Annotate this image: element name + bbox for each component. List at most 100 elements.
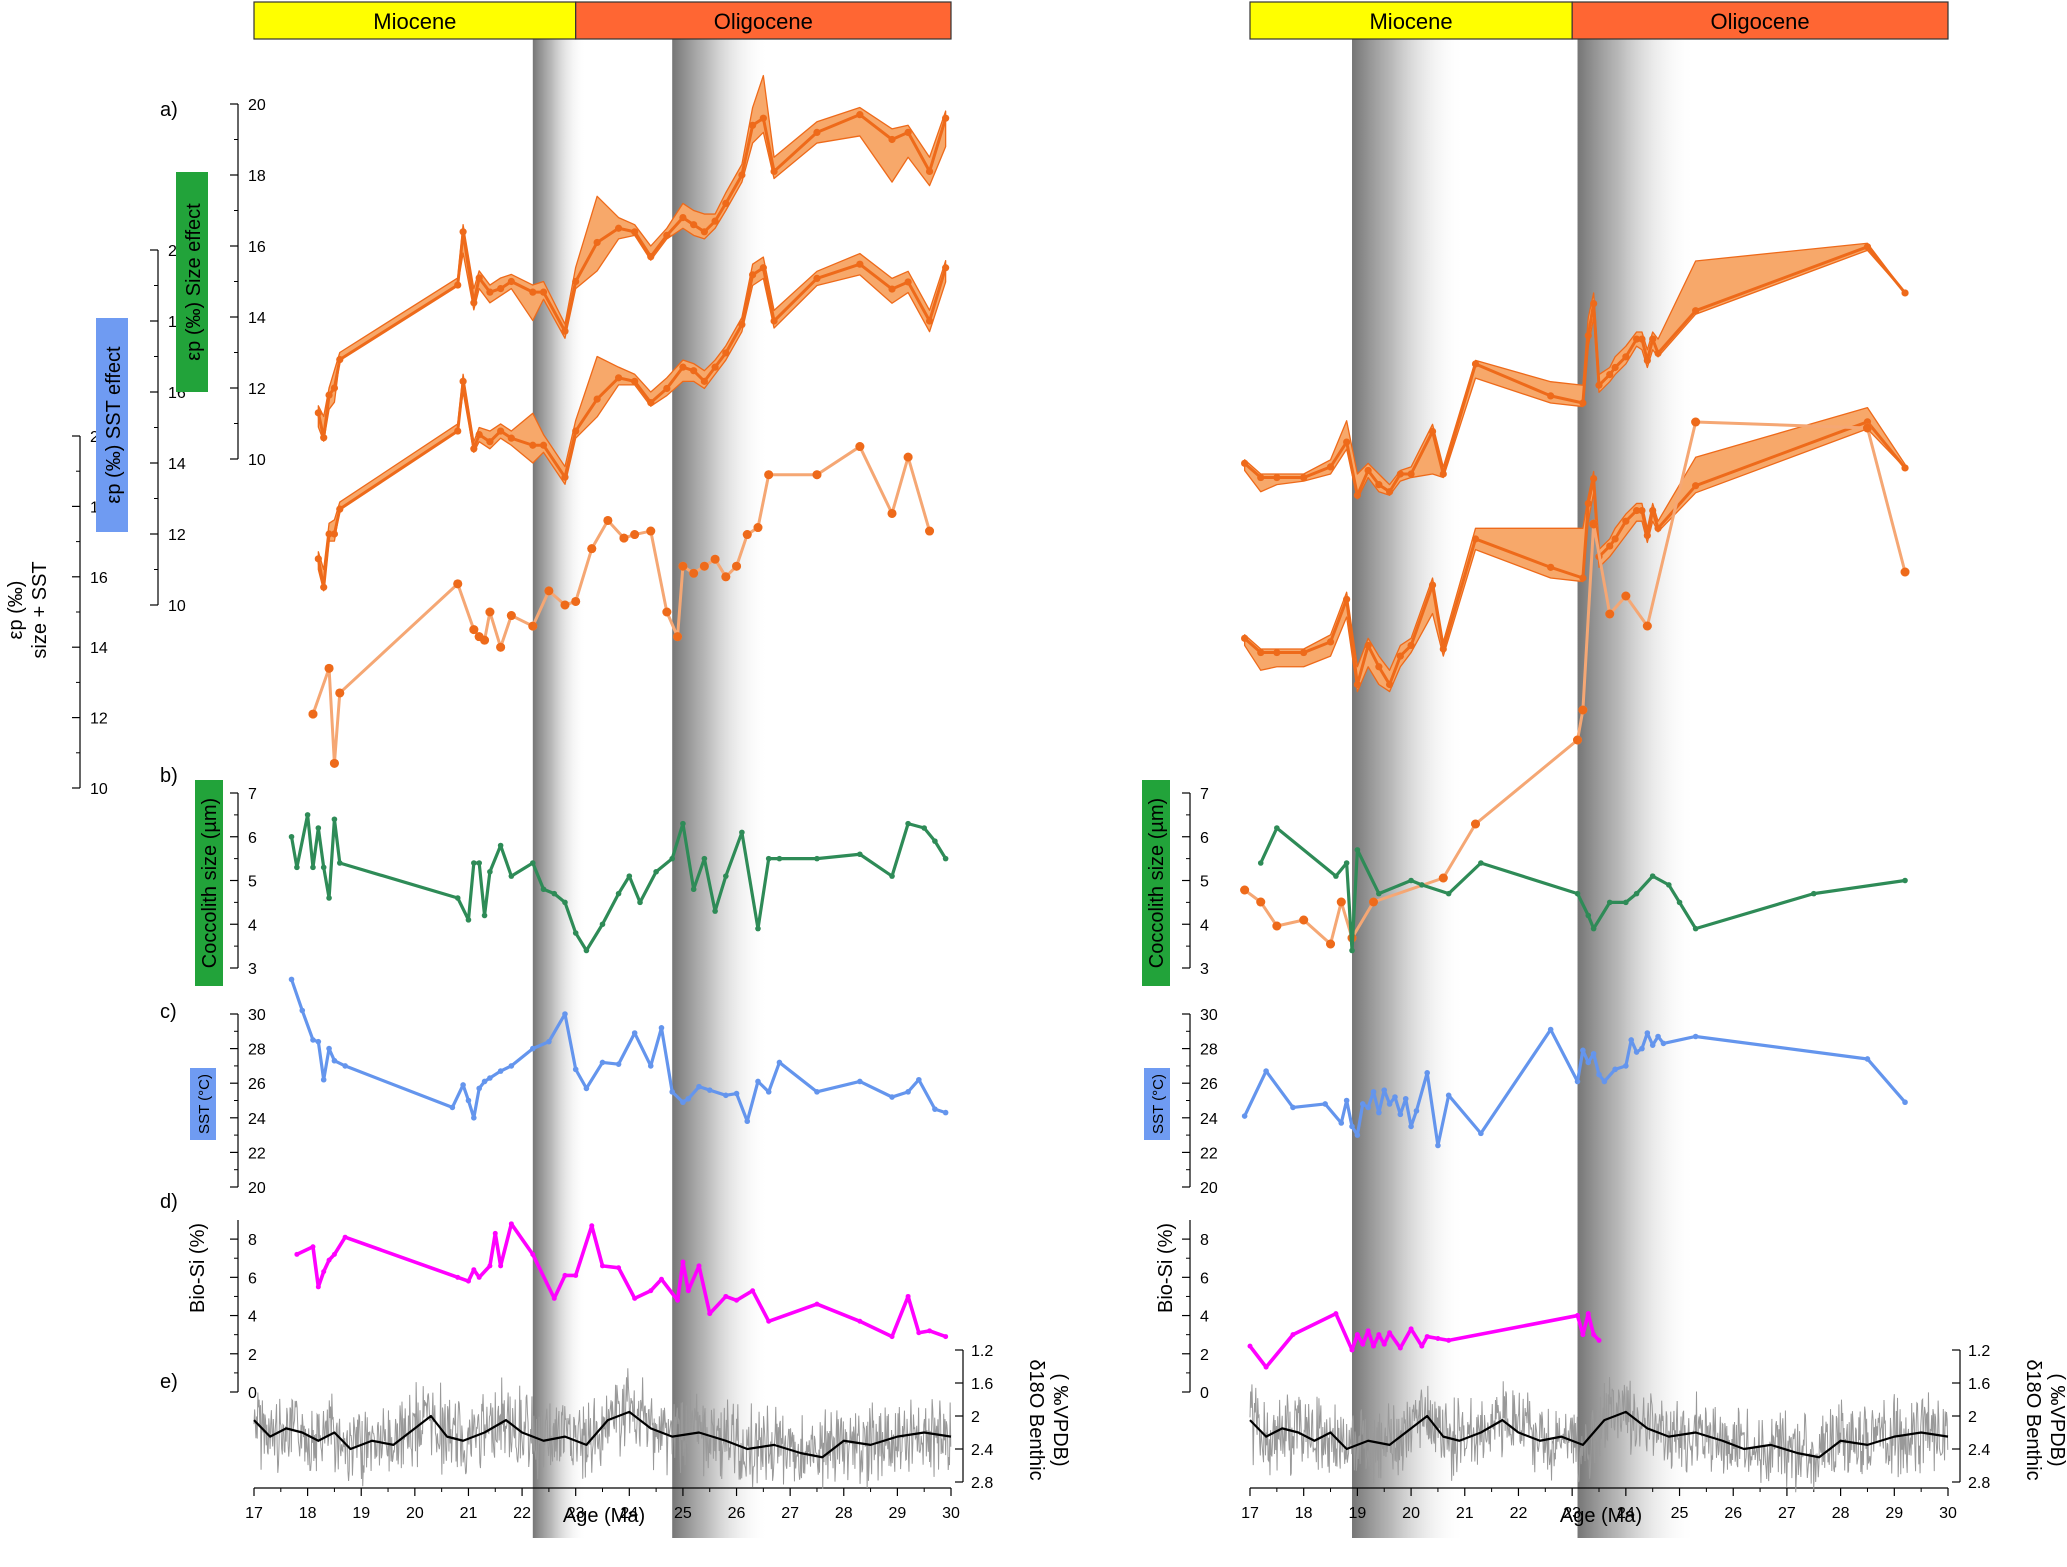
right-sst-point-25 [1580,1047,1586,1054]
left-size_effect-point-7 [470,299,478,307]
panel-label-e: e) [160,1371,178,1393]
right-sst-point-24 [1574,1078,1581,1085]
left-bio_si-point-4 [326,1257,332,1263]
right-size_plus_sst-point-core-12 [1589,519,1599,529]
left-bio_si-point-18 [573,1272,579,1278]
left-size_plus_sst-point-core-19 [646,526,656,536]
sst-label-box-left [190,1068,216,1140]
right-bio_si-point-10 [1381,1341,1387,1347]
left-bio_si-point-27 [685,1288,691,1294]
right-coccolith_size-point-12 [1585,912,1592,919]
right-sst_effect-point-4 [1326,638,1335,646]
right-sst_effect-point-9 [1386,680,1394,689]
left-coccolith_size-point-24 [615,890,622,897]
right-size_effect-point-21 [1611,363,1619,372]
left-sst-y-tick-label-20: 20 [248,1180,266,1197]
left-bio_si-point-0 [294,1251,300,1257]
right-size_plus_sst-point-core-7 [1368,897,1378,907]
left-bio_si-point-40 [943,1334,949,1340]
left-size_effect-y-tick-label-10: 10 [248,452,266,469]
left-sst-point-14 [487,1075,493,1081]
left-size_effect-point-17 [614,224,623,232]
right-sst-point-37 [1655,1033,1661,1040]
sst-effect-label: εp (‰) SST effect [103,346,125,504]
left-size_effect-point-8 [475,274,483,282]
right-size_effect-point-10 [1396,470,1404,478]
right-epoch-label-1: Oligocene [1711,9,1810,34]
left-bio_si-y-tick-label-8: 8 [248,1232,257,1249]
left-coccolith_size-point-3 [310,864,316,871]
left-coccolith_size-point-10 [465,917,472,923]
right-size_effect-uncertainty-band [1243,242,1906,500]
right-sst-point-34 [1639,1045,1645,1052]
right-sst-point-0 [1241,1113,1248,1119]
right-size_effect-point-6 [1353,491,1361,499]
right-sst_effect-point-3 [1300,648,1308,657]
right-sst-y-tick-label-22: 22 [1200,1145,1218,1162]
right-coccolith_size-point-13 [1590,925,1597,932]
left-bio_si-point-16 [551,1295,557,1301]
left-x-tick-label-27: 27 [781,1505,799,1522]
left-coccolith_size-point-21 [572,930,579,936]
left-size_plus_sst-point-core-24 [699,561,709,571]
right-coccolith_size-point-18 [1666,882,1672,888]
left-sst-point-10 [465,1097,472,1104]
right-sst-point-12 [1381,1087,1388,1093]
coccolith-label-box-right [1142,780,1170,986]
left-sst_effect-y-tick-label-14: 14 [168,456,186,473]
left-size_plus_sst-point-core-30 [764,470,774,480]
right-sst-line [1243,1027,1907,1148]
left-size_plus_sst-point-core-7 [480,635,490,645]
left-sst_effect-point-35 [942,264,950,272]
right-sst-point-28 [1596,1071,1602,1078]
right-sst-point-3 [1322,1101,1328,1107]
left-size_effect-point-24 [711,217,719,225]
right-size_effect-point-22 [1622,353,1630,361]
right-d18o-tick-label-2.8: 2.8 [1968,1475,1990,1492]
right-size_effect-point-0 [1241,459,1249,467]
left-bio_si-point-11 [487,1263,493,1269]
right-sst_effect-point-12 [1428,581,1437,589]
right-coccolith_size-point-15 [1623,899,1629,906]
left-size_effect-point-31 [856,111,864,119]
left-bio_si-point-31 [734,1297,740,1303]
right-sst-point-29 [1601,1078,1608,1085]
left-sst-point-7 [342,1063,348,1069]
left-size_effect-point-30 [813,128,821,136]
right-shaded-interval-0 [1352,32,1465,1538]
right-bio_si-point-19 [1580,1332,1586,1338]
right-coccolith_size-point-14 [1606,899,1613,906]
right-coccolith_size-point-6 [1376,890,1382,897]
right-sst_effect-point-28 [1692,482,1700,490]
left-bio_si-point-7 [455,1274,461,1280]
left-coccolith_size-point-41 [905,820,911,827]
right-size_plus_sst-point-core-8 [1438,873,1448,883]
left-coccolith_size-point-1 [294,864,300,871]
right-size_effect-point-13 [1439,470,1447,478]
right-sst_effect-point-23 [1632,506,1641,515]
left-coccolith_size-point-26 [637,899,643,906]
right-coccolith_size-point-22 [1902,877,1908,884]
size-sst-label-line1: εp (‰) [5,581,27,640]
right-size_effect-line [1243,245,1907,497]
left-sst-point-23 [615,1061,622,1067]
left-size_plus_sst-point-core-12 [544,586,554,596]
left-coccolith_size-point-43 [932,838,938,844]
left-d18o-smooth-line [253,1410,952,1459]
left-size_effect-point-2 [325,391,333,399]
right-sst_effect-point-16 [1579,574,1587,582]
right-size_effect-point-4 [1326,463,1335,471]
right-sst-point-20 [1435,1142,1441,1149]
left-x-tick-label-28: 28 [835,1505,853,1522]
left-sst-point-44 [942,1109,949,1116]
right-sst-y-tick-label-24: 24 [1200,1111,1218,1128]
left-size_effect-point-22 [690,221,698,229]
right-sst-point-31 [1623,1063,1629,1069]
left-size_effect-point-1 [320,434,328,442]
left-size_effect-point-21 [679,214,687,222]
left-coccolith_size-point-34 [739,829,745,836]
right-size_effect-point-9 [1386,488,1394,496]
left-sst_effect-point-24 [711,363,719,371]
right-size_effect-point-7 [1364,466,1372,475]
right-size_effect-point-23 [1632,335,1641,343]
